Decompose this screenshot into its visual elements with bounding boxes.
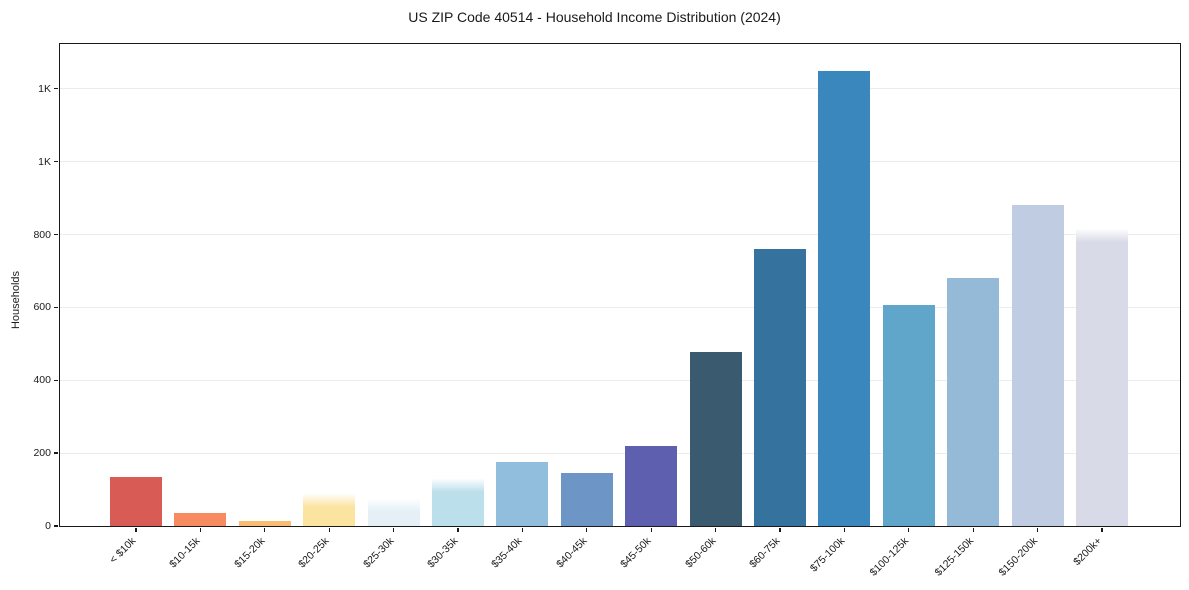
x-tick-label: $25-30k bbox=[360, 535, 397, 571]
y-tick-label: 200 bbox=[33, 447, 51, 460]
x-tick-mark bbox=[972, 527, 974, 533]
x-tick-label: $20-25k bbox=[296, 535, 332, 571]
x-tick-mark bbox=[521, 527, 524, 533]
y-tick-label: 0 bbox=[45, 520, 51, 532]
y-tick-label: 800 bbox=[33, 228, 51, 241]
bar-40-45k bbox=[560, 472, 613, 526]
x-tick-mark bbox=[843, 527, 846, 533]
x-tick-mark bbox=[714, 527, 717, 533]
bar-125-150k bbox=[947, 277, 1000, 526]
gridline-600 bbox=[60, 306, 1180, 308]
x-tick-label: $150-200k bbox=[996, 535, 1041, 579]
y-tick-mark bbox=[53, 525, 59, 527]
bar-150-200k bbox=[1011, 204, 1064, 526]
x-tick-label: $10-15k bbox=[167, 535, 203, 571]
x-tick-mark bbox=[1036, 527, 1039, 533]
y-tick-label: 1K bbox=[38, 155, 51, 168]
y-tick-mark bbox=[53, 160, 59, 163]
x-tick-label: $15-20k bbox=[231, 535, 268, 571]
gridline-1000 bbox=[60, 161, 1180, 163]
y-tick-mark bbox=[53, 88, 59, 90]
x-tick-mark bbox=[908, 527, 910, 533]
bar-soft-top bbox=[303, 494, 356, 508]
x-tick-mark bbox=[392, 527, 395, 533]
y-tick-mark bbox=[53, 452, 59, 454]
x-tick-mark bbox=[199, 527, 202, 533]
x-tick-label: $75-100k bbox=[807, 535, 847, 575]
bar-soft-top bbox=[367, 499, 420, 513]
y-axis-label: Households bbox=[10, 270, 22, 330]
x-tick-label: $30-35k bbox=[425, 535, 461, 571]
x-tick-mark bbox=[1101, 527, 1103, 533]
chart-title: US ZIP Code 40514 - Household Income Dis… bbox=[408, 9, 781, 25]
bar-60-75k bbox=[754, 249, 806, 526]
x-tick-label: $125-150k bbox=[932, 535, 976, 579]
gridline-400 bbox=[60, 379, 1180, 381]
plot-area: 0 200 400 600 800 1K 1K < $10k $10-15k $15-20k $20… bbox=[33, 43, 1181, 579]
y-tick-label: 1K bbox=[38, 82, 51, 95]
bar-35-40k bbox=[496, 461, 549, 526]
gridline-1200 bbox=[60, 88, 1180, 90]
bar-45-50k bbox=[625, 446, 678, 526]
x-tick-mark bbox=[650, 527, 652, 533]
bar-soft-top bbox=[1076, 229, 1128, 243]
gridline-200 bbox=[60, 452, 1180, 454]
bar-10-15k bbox=[174, 512, 227, 526]
bar-100-125k bbox=[882, 305, 935, 526]
x-tick-mark bbox=[135, 527, 137, 533]
bar-10k bbox=[110, 476, 162, 526]
x-tick-label: $50-60k bbox=[682, 535, 719, 571]
gridline-800 bbox=[60, 233, 1180, 236]
x-tick-mark bbox=[779, 527, 781, 533]
x-tick-mark bbox=[457, 527, 459, 533]
bar-30-35k bbox=[432, 479, 484, 526]
x-tick-label: $200k+ bbox=[1071, 535, 1105, 569]
x-tick-label: $35-40k bbox=[489, 535, 525, 571]
bar-20-25k bbox=[303, 494, 356, 526]
bar-15-20k bbox=[238, 520, 291, 526]
x-tick-mark bbox=[586, 527, 588, 533]
x-tick-label: $40-45k bbox=[553, 535, 590, 571]
y-tick-label: 400 bbox=[33, 374, 51, 387]
y-tick-mark bbox=[53, 233, 59, 236]
x-tick-mark bbox=[264, 527, 266, 533]
bar-200k bbox=[1076, 229, 1128, 526]
bar-50-60k bbox=[689, 352, 742, 526]
bar-75-100k bbox=[818, 71, 871, 526]
y-tick-label: 600 bbox=[33, 301, 51, 314]
x-tick-label: $45-50k bbox=[618, 535, 654, 571]
y-tick-mark bbox=[53, 306, 59, 309]
x-tick-label: $60-75k bbox=[747, 535, 783, 571]
x-tick-mark bbox=[328, 527, 330, 533]
bar-25-30k bbox=[367, 499, 420, 526]
y-tick-mark bbox=[53, 379, 59, 381]
x-tick-label: $100-125k bbox=[867, 535, 912, 579]
bar-soft-top bbox=[432, 479, 484, 492]
x-tick-label: < $10k bbox=[107, 535, 139, 566]
